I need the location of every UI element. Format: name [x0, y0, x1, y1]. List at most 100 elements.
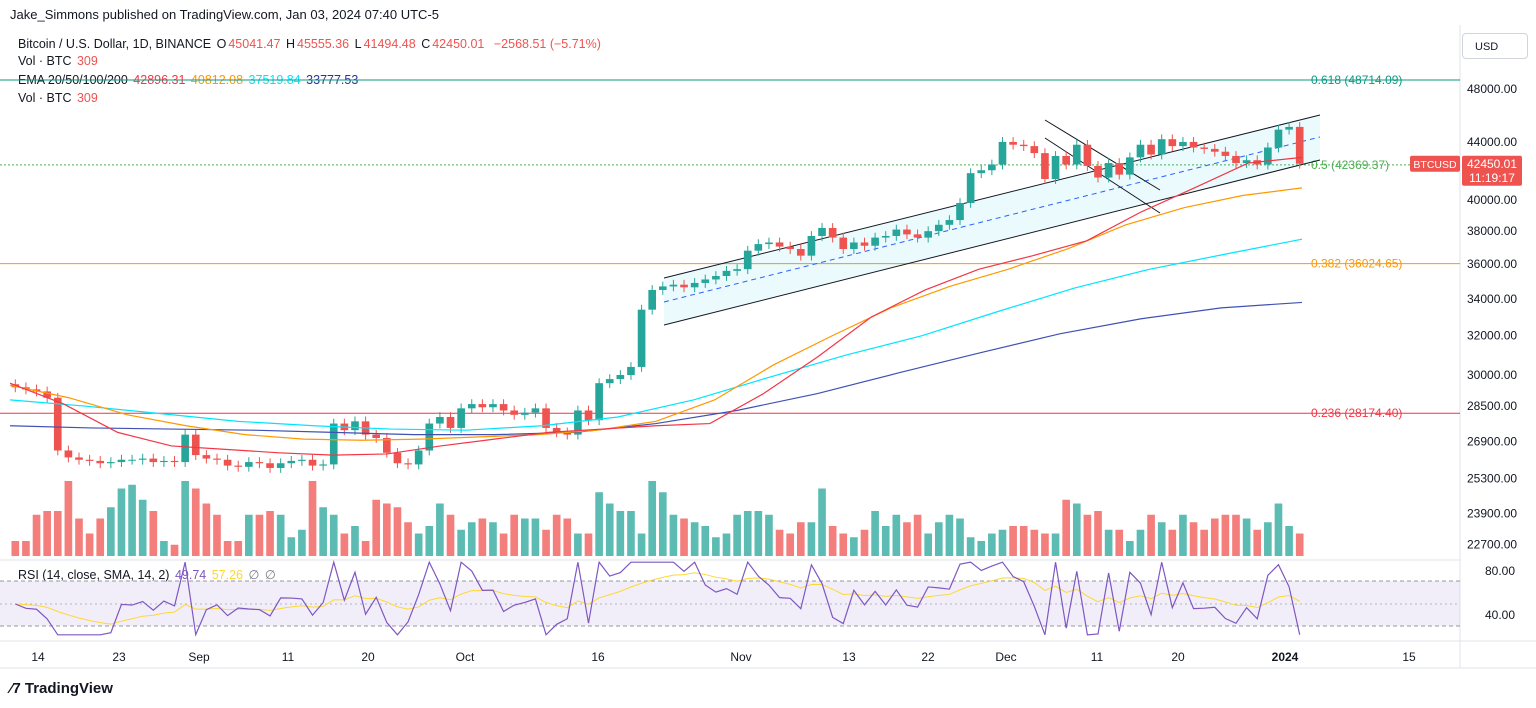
candle-body [1242, 160, 1251, 164]
open-label: O [216, 37, 227, 51]
volume-bar [977, 541, 986, 556]
volume-bar [1253, 529, 1262, 556]
volume-bar [584, 533, 593, 556]
volume-bar [701, 526, 710, 556]
volume-bar [191, 488, 200, 556]
price-tick: 48000.00 [1467, 82, 1517, 96]
volume-bar [839, 533, 848, 556]
candle-body [1115, 163, 1124, 175]
candle-body [425, 423, 434, 451]
volume-bar [276, 514, 285, 556]
time-tick: 11 [282, 650, 295, 664]
volume-bar [138, 499, 147, 556]
candle-body [53, 397, 62, 451]
candle-body [775, 242, 784, 247]
candle-body [924, 231, 932, 238]
price-tick: 44000.00 [1467, 135, 1517, 149]
change-value: −2568.51 (−5.71%) [493, 37, 601, 51]
volume-bar [1189, 522, 1198, 556]
candle-body [1104, 163, 1113, 178]
candle-body [75, 457, 83, 460]
currency-button[interactable]: USD [1462, 33, 1528, 59]
candle-body [64, 450, 73, 458]
channel-fill [664, 115, 1320, 325]
candle-body [202, 455, 211, 459]
volume-bar [1264, 522, 1272, 556]
volume-bar [637, 533, 646, 556]
rsi-tick: 80.00 [1485, 564, 1515, 578]
rsi-line [15, 559, 1301, 637]
price-tick: 32000.00 [1467, 329, 1517, 343]
candle-body [266, 463, 274, 468]
hidden-icon-2[interactable]: ∅ [264, 568, 276, 582]
volume-bar [361, 541, 370, 556]
close-label: C [421, 37, 431, 51]
tv-logo-icon: ⁄7 [10, 680, 21, 697]
close-value: 42450.01 [432, 37, 485, 51]
candle-body [765, 242, 773, 245]
volume-bar [807, 522, 816, 556]
candle-body [1062, 155, 1070, 165]
tradingview-logo[interactable]: ⁄7 TradingView [10, 680, 113, 697]
candle-body [1136, 144, 1145, 158]
volume-bar [913, 514, 922, 556]
candle-body [255, 462, 264, 464]
candle-body [934, 224, 943, 232]
candle-body [234, 465, 243, 467]
candle-body [871, 237, 879, 246]
volume-bar [489, 522, 497, 556]
fib-label: 0.5 (42369.37) [1311, 158, 1389, 172]
price-tick: 23900.00 [1467, 506, 1517, 520]
candle-body [648, 289, 657, 310]
candle-body [1200, 147, 1208, 149]
volume-bar [1295, 533, 1304, 556]
time-tick: 14 [31, 650, 45, 664]
volume-bar [680, 518, 688, 556]
volume-legend-top[interactable]: Vol · BTC 309 [18, 54, 100, 68]
candle-body [818, 227, 826, 236]
candle-body [1179, 141, 1187, 147]
time-tick: 20 [1171, 650, 1185, 664]
volume-bar [892, 514, 901, 556]
volume-bar [531, 518, 540, 556]
hidden-icon[interactable]: ∅ [248, 568, 260, 582]
volume-bar [542, 529, 550, 556]
volume-bar [11, 541, 20, 556]
volume-bar [1115, 529, 1124, 556]
ema100-line [9, 238, 1303, 431]
price-tick: 28500.00 [1467, 399, 1517, 413]
fib-label: 0.382 (36024.65) [1311, 257, 1402, 271]
candle-body [1274, 129, 1283, 148]
volume-bar [266, 511, 274, 556]
candle-body [478, 404, 487, 408]
candle-body [892, 229, 901, 236]
volume-legend[interactable]: Vol · BTC 309 [18, 91, 100, 105]
candle-body [1041, 153, 1049, 180]
candle-body [669, 284, 678, 287]
candle-body [117, 459, 126, 463]
volume-bar [605, 503, 614, 556]
volume-bar [520, 518, 529, 556]
price-tick: 40000.00 [1467, 193, 1517, 207]
candle-body [1264, 147, 1272, 165]
candle-body [1168, 139, 1177, 147]
volume-bar [404, 522, 412, 556]
volume-bar [372, 499, 381, 556]
volume-bar [1210, 518, 1219, 556]
candle-body [680, 284, 688, 288]
candle-body [786, 246, 795, 250]
volume-label-2: Vol · BTC [18, 91, 72, 105]
volume-bar [181, 481, 189, 556]
volume-bar [733, 514, 741, 556]
volume-bar [1179, 514, 1187, 556]
volume-bar [383, 503, 391, 556]
volume-bar [351, 526, 359, 556]
volume-bar [1126, 541, 1134, 556]
candle-body [754, 244, 763, 251]
candle-body [998, 141, 1007, 165]
pair-title[interactable]: Bitcoin / U.S. Dollar, 1D, BINANCE [18, 37, 212, 51]
volume-bar [478, 518, 487, 556]
candle-body [213, 458, 221, 460]
price-badge [1462, 155, 1522, 186]
